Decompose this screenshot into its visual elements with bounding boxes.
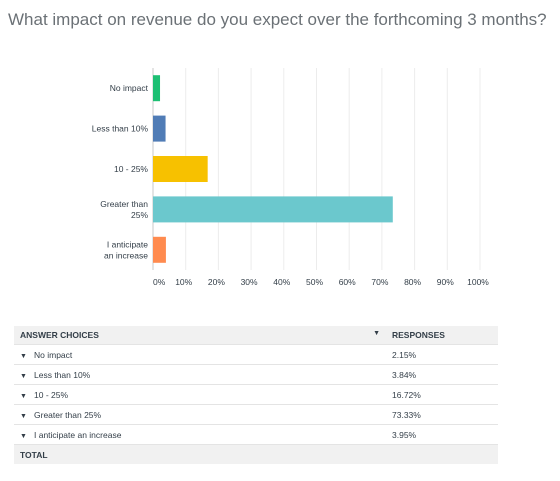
expand-caret-icon[interactable]: ▼ xyxy=(20,372,27,380)
category-label: an increase xyxy=(104,250,148,260)
category-label: I anticipate xyxy=(107,239,148,249)
x-tick-label: 0% xyxy=(153,277,166,287)
results-table: ANSWER CHOICES ▼ RESPONSES ▼ No impact 2.… xyxy=(14,326,498,464)
x-tick-label: 40% xyxy=(273,277,290,287)
expand-caret-icon[interactable]: ▼ xyxy=(20,392,27,400)
choice-label: Greater than 25% xyxy=(34,409,102,420)
response-value: 3.95% xyxy=(386,424,498,445)
total-value xyxy=(386,444,498,464)
category-label: No impact xyxy=(110,83,149,93)
question-title: What impact on revenue do you expect ove… xyxy=(8,10,547,29)
response-value: 2.15% xyxy=(386,344,498,365)
x-tick-label: 20% xyxy=(208,277,225,287)
category-label: 10 - 25% xyxy=(114,164,148,174)
total-row: TOTAL xyxy=(14,444,498,464)
table-header-row: ANSWER CHOICES ▼ RESPONSES xyxy=(14,326,498,345)
x-tick-label: 70% xyxy=(371,277,388,287)
choice-label: I anticipate an increase xyxy=(34,429,122,440)
expand-caret-icon[interactable]: ▼ xyxy=(20,352,27,360)
expand-caret-icon[interactable]: ▼ xyxy=(20,432,27,440)
choice-label: 10 - 25% xyxy=(34,389,69,400)
x-tick-label: 100% xyxy=(467,277,489,287)
response-value: 3.84% xyxy=(386,364,498,385)
x-tick-label: 60% xyxy=(339,277,356,287)
choice-label: No impact xyxy=(34,349,73,360)
x-tick-label: 10% xyxy=(175,277,192,287)
answer-choices-header[interactable]: ANSWER CHOICES ▼ xyxy=(14,326,386,345)
bar xyxy=(153,115,166,142)
choice-label: Less than 10% xyxy=(34,369,91,380)
response-value: 16.72% xyxy=(386,384,498,405)
bar xyxy=(153,236,166,263)
category-label: 25% xyxy=(131,210,148,220)
table-row: ▼ Less than 10% 3.84% xyxy=(14,364,498,385)
category-label: Greater than xyxy=(100,199,148,209)
bar xyxy=(153,75,161,102)
expand-caret-icon[interactable]: ▼ xyxy=(20,412,27,420)
bar xyxy=(153,156,208,182)
answer-choices-header-label: ANSWER CHOICES xyxy=(20,330,99,340)
x-tick-label: 30% xyxy=(241,277,258,287)
response-value: 73.33% xyxy=(386,404,498,425)
table-row: ▼ No impact 2.15% xyxy=(14,344,498,365)
x-tick-label: 80% xyxy=(404,277,421,287)
table-row: ▼ I anticipate an increase 3.95% xyxy=(14,424,498,445)
table-row: ▼ 10 - 25% 16.72% xyxy=(14,384,498,405)
category-label: Less than 10% xyxy=(92,124,149,134)
sort-caret-icon[interactable]: ▼ xyxy=(373,330,380,337)
total-label: TOTAL xyxy=(14,444,386,464)
bar xyxy=(153,196,393,223)
x-tick-label: 90% xyxy=(437,277,454,287)
responses-header[interactable]: RESPONSES xyxy=(386,326,498,345)
bar-chart: 0% 10% 20% 30% 40% 50% 60% 70% 80% 90% 100% No impa… xyxy=(92,68,489,287)
x-tick-label: 50% xyxy=(306,277,323,287)
table-row: ▼ Greater than 25% 73.33% xyxy=(14,404,498,425)
